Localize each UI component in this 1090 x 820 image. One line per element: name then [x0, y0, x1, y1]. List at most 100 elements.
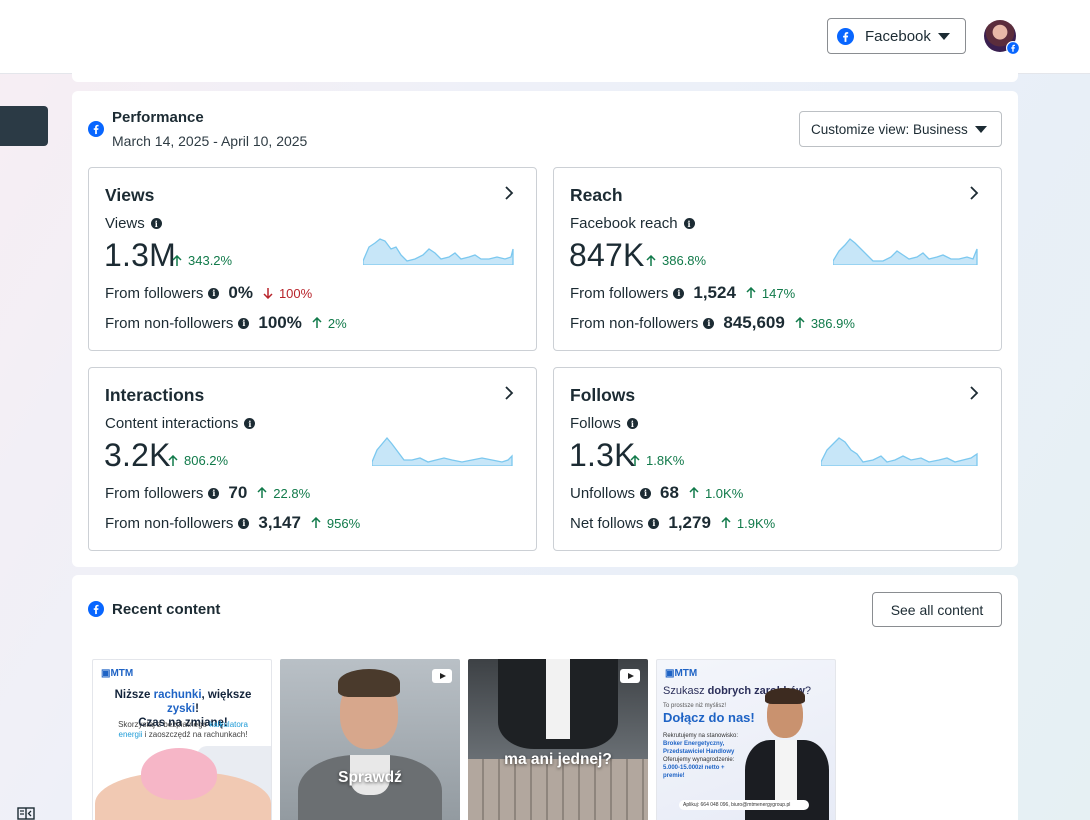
facebook-icon: [837, 27, 854, 45]
video-caption: ma ani jednej?: [504, 751, 612, 768]
unfollows-row: Unfollows i 68 1.0K%: [570, 483, 743, 503]
reach-sparkline: [833, 238, 978, 265]
info-icon[interactable]: i: [150, 218, 162, 229]
platform-select[interactable]: Facebook: [827, 18, 966, 54]
non-followers-row: From non-followers i 845,609 386.9%: [570, 313, 855, 333]
views-card[interactable]: Views Views i 1.3M 343.2% From followers…: [88, 167, 537, 351]
arrow-up-icon: [630, 454, 640, 466]
avatar[interactable]: [984, 20, 1020, 55]
card-title: Reach: [570, 185, 623, 205]
content-thumbnail[interactable]: ▣MTM Szukasz dobrych zarobków? To prosts…: [656, 659, 836, 820]
chevron-right-icon[interactable]: [504, 186, 514, 200]
arrow-up-icon: [746, 287, 756, 298]
row-value: 3,147: [258, 513, 301, 532]
info-icon[interactable]: i: [648, 517, 660, 529]
net-follows-row: Net follows i 1,279 1.9K%: [570, 513, 775, 533]
chevron-down-icon: [975, 126, 987, 133]
content-thumbnail[interactable]: ma ani jednej?: [468, 659, 648, 820]
metric-label: Follows i: [570, 415, 638, 432]
follows-sparkline: [821, 437, 978, 466]
row-delta: 386.9%: [795, 316, 855, 331]
metric-delta-text: 1.8K%: [646, 453, 685, 468]
follows-card[interactable]: Follows Follows i 1.3K 1.8K% Unfollows i…: [553, 367, 1002, 551]
interactions-sparkline: [372, 436, 513, 466]
metric-label-text: Content interactions: [105, 415, 239, 432]
info-icon[interactable]: i: [208, 287, 220, 299]
row-delta-text: 147%: [761, 285, 796, 301]
hair-graphic: [765, 688, 805, 704]
apply-contact: Aplikuj: 664 048 096, biuro@mtmenergygro…: [679, 800, 809, 810]
thumbnail-details: Rekrutujemy na stanowisko: Broker Energe…: [663, 733, 739, 779]
chevron-right-icon[interactable]: [969, 186, 979, 200]
card-title: Views: [105, 185, 155, 205]
thumbnail-subtext: To prostsze niż myślisz!: [663, 703, 727, 709]
arrow-up-icon: [168, 454, 178, 466]
info-icon[interactable]: i: [640, 487, 652, 499]
row-value: 0%: [228, 283, 253, 302]
arrow-up-icon: [795, 317, 805, 328]
arrow-up-icon: [311, 517, 321, 528]
arrow-down-icon: [263, 288, 273, 299]
shirt-graphic: [546, 659, 570, 739]
content-thumbnail[interactable]: ▣MTM Niższe rachunki, większe zyski! Cza…: [92, 659, 272, 820]
info-icon[interactable]: i: [244, 418, 256, 429]
info-icon[interactable]: i: [626, 418, 638, 429]
row-delta: 2%: [312, 316, 347, 331]
metric-label-text: Views: [105, 215, 145, 232]
arrow-up-icon: [172, 254, 182, 266]
followers-row: From followers i 1,524 147%: [570, 283, 795, 303]
info-icon[interactable]: i: [238, 517, 250, 529]
metric-value: 1.3K: [569, 437, 636, 473]
reach-card[interactable]: Reach Facebook reach i 847K 386.8% From …: [553, 167, 1002, 351]
info-icon[interactable]: i: [683, 218, 695, 229]
facebook-badge-icon: [1006, 41, 1020, 55]
metric-label-text: Follows: [570, 415, 621, 432]
chevron-right-icon[interactable]: [969, 386, 979, 400]
thumbnail-subtext: Skorzystaj z bezpłatnego kalkulatora ene…: [118, 720, 248, 739]
row-value: 68: [660, 483, 679, 502]
join-text: Dołącz do nas!: [663, 710, 755, 725]
arrow-up-icon: [689, 487, 699, 498]
row-delta-text: 956%: [326, 515, 361, 531]
followers-row: From followers i 70 22.8%: [105, 483, 310, 503]
sidebar-collapse-icon[interactable]: [17, 807, 35, 820]
row-value: 100%: [258, 313, 302, 332]
video-icon: [432, 669, 452, 683]
facebook-icon: [88, 601, 104, 617]
content-thumbnail[interactable]: Sprawdź: [280, 659, 460, 820]
thumbnail-headline: Niższe rachunki, większe zyski! Czas na …: [114, 689, 252, 729]
metric-value: 3.2K: [104, 437, 171, 473]
recent-content-title: Recent content: [112, 601, 221, 618]
facebook-icon: [88, 121, 104, 137]
metric-delta-text: 386.8%: [662, 253, 707, 268]
see-all-content-button[interactable]: See all content: [872, 592, 1002, 627]
arrow-up-icon: [312, 317, 322, 328]
info-icon[interactable]: i: [208, 487, 220, 499]
card-title: Interactions: [105, 385, 205, 405]
chevron-right-icon[interactable]: [504, 386, 514, 400]
customize-view-select[interactable]: Customize view: Business: [799, 111, 1002, 147]
row-delta-text: 100%: [278, 285, 313, 301]
row-label: From non-followers: [105, 314, 234, 332]
sidebar-active-tab[interactable]: [0, 106, 48, 146]
mtm-logo: ▣MTM: [665, 668, 698, 679]
info-icon[interactable]: i: [238, 317, 250, 329]
row-label: Unfollows: [570, 484, 636, 502]
performance-panel: Performance March 14, 2025 - April 10, 2…: [72, 91, 1018, 567]
arrow-up-icon: [257, 487, 267, 498]
row-delta-text: 386.9%: [810, 315, 855, 331]
row-delta: 100%: [263, 286, 312, 301]
video-icon: [620, 669, 640, 683]
metric-delta: 806.2%: [168, 453, 228, 468]
row-delta-text: 1.0K%: [704, 485, 744, 501]
metric-label: Content interactions i: [105, 415, 256, 432]
metric-label: Facebook reach i: [570, 215, 695, 232]
interactions-card[interactable]: Interactions Content interactions i 3.2K…: [88, 367, 537, 551]
info-icon[interactable]: i: [673, 287, 685, 299]
row-value: 1,524: [693, 283, 736, 302]
row-delta: 1.0K%: [689, 486, 743, 501]
shirt-graphic: [350, 755, 390, 795]
metric-label-text: Facebook reach: [570, 215, 678, 232]
building-graphic: [468, 759, 648, 820]
info-icon[interactable]: i: [703, 317, 715, 329]
